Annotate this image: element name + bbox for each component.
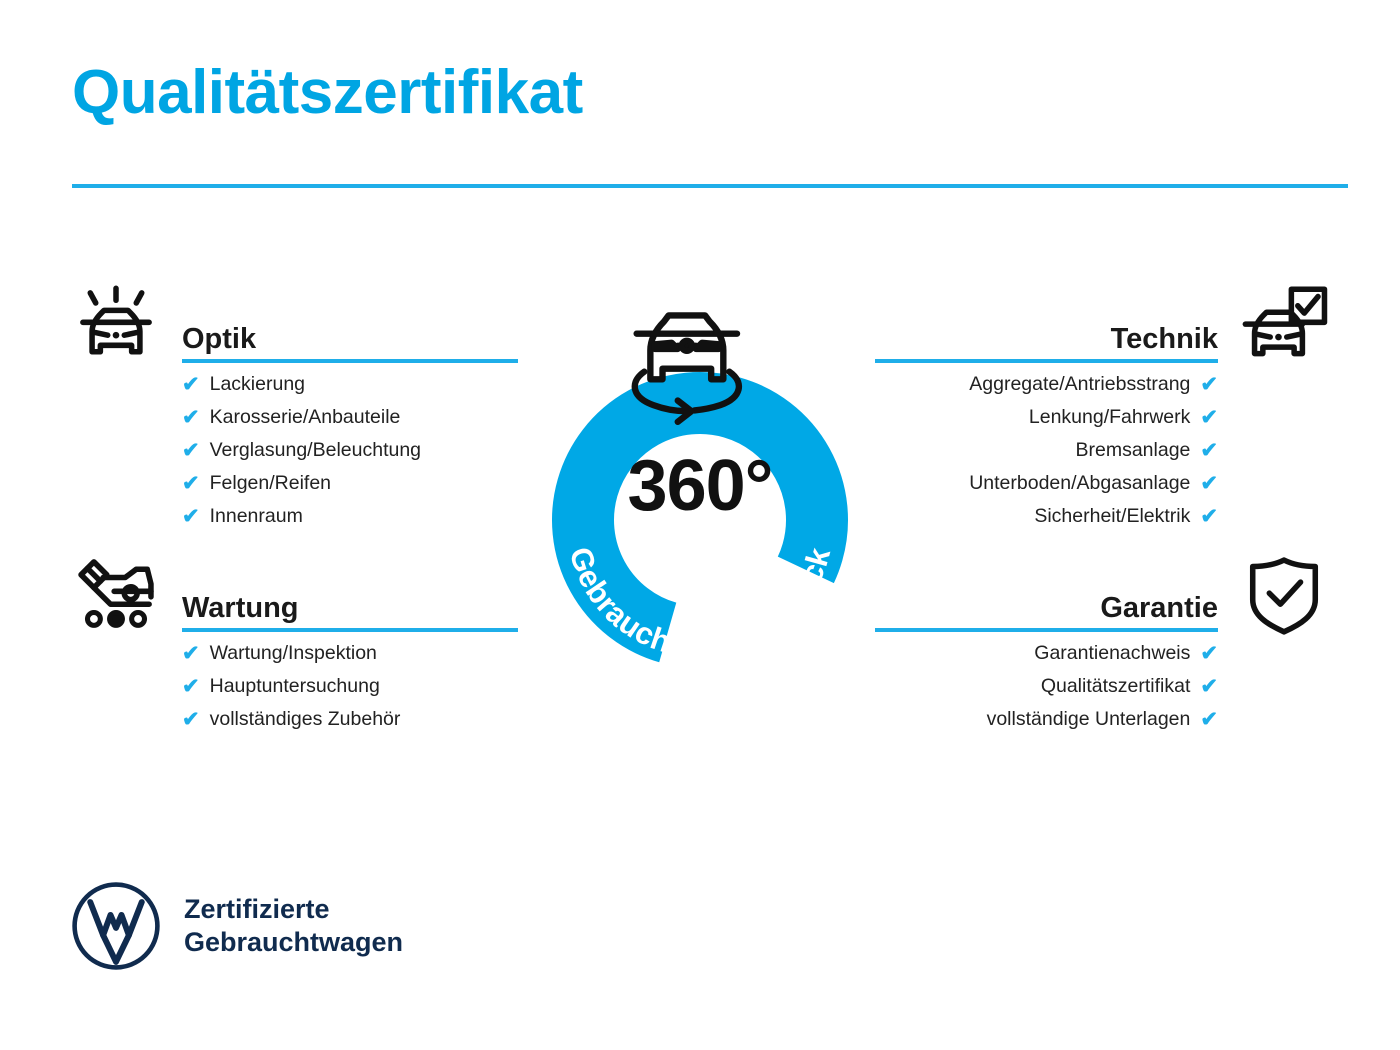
list-item: Sicherheit/Elektrik ✔ <box>870 500 1218 533</box>
title-divider <box>72 184 1348 188</box>
check-icon: ✔ <box>182 439 200 462</box>
footer-line-2: Gebrauchtwagen <box>184 927 404 957</box>
list-item-label: Lackierung <box>209 372 306 395</box>
footer-line-1: Zertifizierte <box>184 894 330 925</box>
list-item-label: Lenkung/Fahrwerk <box>1028 405 1191 428</box>
list-item-label: Unterboden/Abgasanlage <box>969 471 1191 494</box>
section-title-garantie: Garantie <box>1100 592 1218 624</box>
section-divider-garantie <box>875 628 1218 632</box>
list-item-label: Felgen/Reifen <box>209 471 332 494</box>
check-icon: ✔ <box>182 675 200 698</box>
list-item-label: Hauptuntersuchung <box>209 674 380 697</box>
check-icon: ✔ <box>1200 406 1218 429</box>
list-item-label: Verglasung/Beleuchtung <box>209 438 422 461</box>
section-divider-technik <box>875 359 1218 363</box>
list-item-label: Garantienachweis <box>1034 641 1191 664</box>
check-icon: ✔ <box>182 373 200 396</box>
list-item: ✔ Innenraum <box>182 500 530 533</box>
list-item: vollständige Unterlagen ✔ <box>870 703 1218 736</box>
footer-branding: Zertifizierte Gebrauchtwagen <box>70 880 403 972</box>
section-title-optik: Optik <box>182 323 257 355</box>
list-item-label: Innenraum <box>209 504 303 527</box>
list-item: ✔ Lackierung <box>182 368 530 401</box>
list-item-label: Karosserie/Anbauteile <box>209 405 401 428</box>
badge-360-check: Gebrauchtwagen-Check 360° <box>505 272 895 682</box>
car-lift-icon <box>70 549 162 641</box>
list-item: Unterboden/Abgasanlage ✔ <box>870 467 1218 500</box>
section-garantie: Garantie Garantienachweis ✔ Qualitätszert… <box>870 557 1340 736</box>
list-item-label: Aggregate/Antriebsstrang <box>969 372 1191 395</box>
list-item: Bremsanlage ✔ <box>870 434 1218 467</box>
checklist-garantie: Garantienachweis ✔ Qualitätszertifikat ✔ v… <box>870 637 1340 736</box>
badge-number: 360° <box>627 446 774 526</box>
list-item: ✔ Wartung/Inspektion <box>182 637 530 670</box>
section-title-wartung: Wartung <box>182 592 299 624</box>
check-icon: ✔ <box>1200 642 1218 665</box>
footer-text: Zertifizierte Gebrauchtwagen <box>184 893 403 959</box>
checklist-wartung: ✔ Wartung/Inspektion ✔ Hauptuntersuchung ✔… <box>60 637 530 736</box>
list-item: ✔ Felgen/Reifen <box>182 467 530 500</box>
list-item-label: vollständiges Zubehör <box>209 707 401 730</box>
list-item: ✔ vollständiges Zubehör <box>182 703 530 736</box>
list-item: ✔ Karosserie/Anbauteile <box>182 401 530 434</box>
list-item: ✔ Verglasung/Beleuchtung <box>182 434 530 467</box>
ring-arc <box>552 372 848 668</box>
page-title: Qualitätszertifikat <box>72 58 583 127</box>
section-wartung: Wartung ✔ Wartung/Inspektion ✔ Hauptunters… <box>60 559 530 736</box>
check-icon: ✔ <box>1200 675 1218 698</box>
check-icon: ✔ <box>182 406 200 429</box>
section-divider-optik <box>182 359 518 363</box>
checklist-optik: ✔ Lackierung ✔ Karosserie/Anbauteile ✔ Verg… <box>60 368 530 533</box>
vw-logo-icon <box>70 880 162 972</box>
list-item: Garantienachweis ✔ <box>870 637 1218 670</box>
checklist-technik: Aggregate/Antriebsstrang ✔ Lenkung/Fahrwe… <box>870 368 1340 533</box>
check-icon: ✔ <box>182 642 200 665</box>
list-item-label: Qualitätszertifikat <box>1040 674 1191 697</box>
car-checkbox-icon <box>1238 280 1330 372</box>
car-shine-icon <box>70 280 162 372</box>
section-technik: Technik Aggregate/Antriebsstrang ✔ Lenkun… <box>870 286 1340 533</box>
badge-ring-graphic: Gebrauchtwagen-Check <box>552 312 848 668</box>
list-item: Qualitätszertifikat ✔ <box>870 670 1218 703</box>
check-icon: ✔ <box>1200 472 1218 495</box>
section-optik: Optik ✔ Lackierung ✔ Karosserie/Anbauteile… <box>60 285 530 533</box>
check-icon: ✔ <box>182 708 200 731</box>
car-rotate-icon <box>631 312 742 426</box>
section-divider-wartung <box>182 628 518 632</box>
check-icon: ✔ <box>1200 373 1218 396</box>
shield-check-icon <box>1238 549 1330 641</box>
list-item: ✔ Hauptuntersuchung <box>182 670 530 703</box>
check-icon: ✔ <box>1200 505 1218 528</box>
check-icon: ✔ <box>1200 439 1218 462</box>
check-icon: ✔ <box>182 472 200 495</box>
list-item-label: Bremsanlage <box>1075 438 1191 461</box>
list-item-label: Sicherheit/Elektrik <box>1034 504 1191 527</box>
list-item: Aggregate/Antriebsstrang ✔ <box>870 368 1218 401</box>
check-icon: ✔ <box>1200 708 1218 731</box>
list-item-label: Wartung/Inspektion <box>209 641 377 664</box>
section-title-technik: Technik <box>1110 323 1218 355</box>
list-item-label: vollständige Unterlagen <box>986 707 1191 730</box>
check-icon: ✔ <box>182 505 200 528</box>
list-item: Lenkung/Fahrwerk ✔ <box>870 401 1218 434</box>
